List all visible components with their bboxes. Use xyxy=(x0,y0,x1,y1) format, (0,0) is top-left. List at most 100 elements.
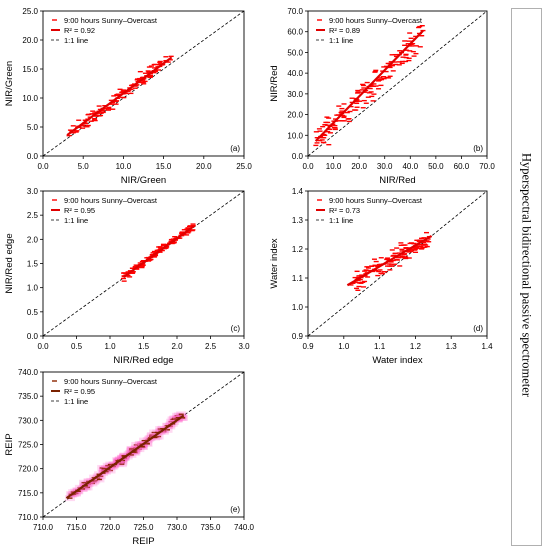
x-tick-label: 25.0 xyxy=(236,162,252,171)
x-axis-label: Water index xyxy=(372,355,423,366)
x-tick-label: 2.5 xyxy=(205,342,217,351)
y-tick-label: 3.0 xyxy=(27,187,39,196)
y-tick-label: 1.2 xyxy=(292,245,304,254)
y-tick-label: 1.0 xyxy=(27,284,39,293)
x-tick-label: 10.0 xyxy=(326,162,342,171)
legend-series-label: 9:00 hours Sunny–Overcast xyxy=(64,196,158,205)
identity-line xyxy=(43,191,244,336)
x-tick-label: 10.0 xyxy=(116,162,132,171)
x-tick-label: 0.0 xyxy=(37,342,49,351)
y-tick-label: 15.0 xyxy=(22,65,38,74)
side-title-box xyxy=(511,8,542,546)
legend-fit-label: R² = 0.73 xyxy=(329,206,360,215)
y-tick-label: 20.0 xyxy=(22,36,38,45)
y-tick-label: 0.0 xyxy=(27,152,39,161)
y-tick-label: 715.0 xyxy=(18,489,39,498)
x-tick-label: 0.5 xyxy=(71,342,83,351)
panel-label: (b) xyxy=(473,144,483,153)
x-tick-label: 0.0 xyxy=(302,162,314,171)
legend-series-label: 9:00 hours Sunny–Overcast xyxy=(64,16,158,25)
x-axis-label: NIR/Red edge xyxy=(113,355,173,366)
legend-fit-label: R² = 0.95 xyxy=(64,206,95,215)
y-tick-label: 1.0 xyxy=(292,303,304,312)
plot-frame xyxy=(42,10,245,157)
fit-line xyxy=(314,29,424,142)
x-tick-label: 20.0 xyxy=(196,162,212,171)
legend-fit-label: R² = 0.89 xyxy=(329,26,360,35)
y-axis-label: NIR/Red xyxy=(269,65,280,101)
y-tick-label: 2.5 xyxy=(27,211,39,220)
legend-fit-label: R² = 0.92 xyxy=(64,26,95,35)
y-tick-label: 720.0 xyxy=(18,465,39,474)
x-tick-label: 1.3 xyxy=(446,342,458,351)
x-tick-label: 50.0 xyxy=(428,162,444,171)
plot-area xyxy=(308,11,487,156)
fit-line xyxy=(65,414,185,500)
y-axis-label: NIR/Green xyxy=(4,61,15,106)
legend-identity-label: 1:1 line xyxy=(329,36,353,45)
y-tick-label: 0.0 xyxy=(292,152,304,161)
x-tick-label: 40.0 xyxy=(402,162,418,171)
x-tick-label: 60.0 xyxy=(454,162,470,171)
x-axis-label: NIR/Red xyxy=(379,175,415,186)
x-axis-label: REIP xyxy=(132,536,154,547)
legend-identity-label: 1:1 line xyxy=(64,216,88,225)
fit-line xyxy=(66,56,173,137)
x-tick-label: 15.0 xyxy=(156,162,172,171)
panel-label: (e) xyxy=(230,505,240,514)
x-tick-label: 1.0 xyxy=(104,342,116,351)
y-tick-label: 10.0 xyxy=(22,94,38,103)
y-tick-label: 25.0 xyxy=(22,7,38,16)
y-tick-label: 0.5 xyxy=(27,308,39,317)
x-tick-label: 30.0 xyxy=(377,162,393,171)
panel-label: (d) xyxy=(473,324,483,333)
y-tick-label: 2.0 xyxy=(27,235,39,244)
y-tick-label: 710.0 xyxy=(18,513,39,522)
y-tick-label: 0.0 xyxy=(27,332,39,341)
y-tick-label: 5.0 xyxy=(27,123,39,132)
y-axis-label: REIP xyxy=(4,433,15,455)
y-tick-label: 20.0 xyxy=(287,111,303,120)
side-title: Hyperspectral bidirectional passive spec… xyxy=(519,152,534,398)
identity-line xyxy=(308,191,487,336)
fit-line xyxy=(122,225,195,278)
x-tick-label: 2.0 xyxy=(171,342,183,351)
x-tick-label: 710.0 xyxy=(33,523,54,532)
plot-area xyxy=(308,191,487,336)
y-axis-label: Water index xyxy=(269,238,280,289)
y-tick-label: 1.4 xyxy=(292,187,304,196)
legend-identity-label: 1:1 line xyxy=(64,397,88,406)
x-tick-label: 3.0 xyxy=(238,342,250,351)
x-tick-label: 1.0 xyxy=(338,342,350,351)
chart-panel-d: 0.9 1.0 1.1 1.2 1.3 1.4 0.9 1.0 1.1 1.2 1.3 1.4 Wate… xyxy=(269,187,493,366)
legend-series-label: 9:00 hours Sunny–Overcast xyxy=(64,377,158,386)
chart-panels: 0.0 5.0 10.0 15.0 20.0 25.0 0.0 5.0 10.0 15.0 20.0… xyxy=(4,7,495,547)
fit-line xyxy=(346,235,433,287)
x-tick-label: 1.1 xyxy=(374,342,386,351)
y-tick-label: 735.0 xyxy=(18,392,39,401)
x-tick-label: 0.9 xyxy=(302,342,314,351)
plot-area xyxy=(43,191,244,336)
x-tick-label: 740.0 xyxy=(234,523,255,532)
y-tick-label: 50.0 xyxy=(287,48,303,57)
x-tick-label: 730.0 xyxy=(167,523,188,532)
plot-area xyxy=(43,372,244,517)
y-tick-label: 10.0 xyxy=(287,131,303,140)
data-points xyxy=(348,231,432,291)
x-tick-label: 70.0 xyxy=(479,162,495,171)
panel-label: (c) xyxy=(231,324,241,333)
legend-identity-label: 1:1 line xyxy=(329,216,353,225)
y-tick-label: 740.0 xyxy=(18,368,39,377)
chart-panel-b: 0.0 10.0 20.0 30.0 40.0 50.0 60.0 70.0 0.0 10.0 20… xyxy=(269,7,495,186)
y-tick-label: 725.0 xyxy=(18,441,39,450)
plot-area xyxy=(43,11,244,156)
y-tick-label: 40.0 xyxy=(287,69,303,78)
x-tick-label: 720.0 xyxy=(100,523,121,532)
chart-panel-c: 0.0 0.5 1.0 1.5 2.0 2.5 3.0 0.0 0.5 1.0 1.5 2.0 2.5 3… xyxy=(4,187,250,366)
x-tick-label: 1.2 xyxy=(410,342,422,351)
y-tick-label: 1.1 xyxy=(292,274,304,283)
